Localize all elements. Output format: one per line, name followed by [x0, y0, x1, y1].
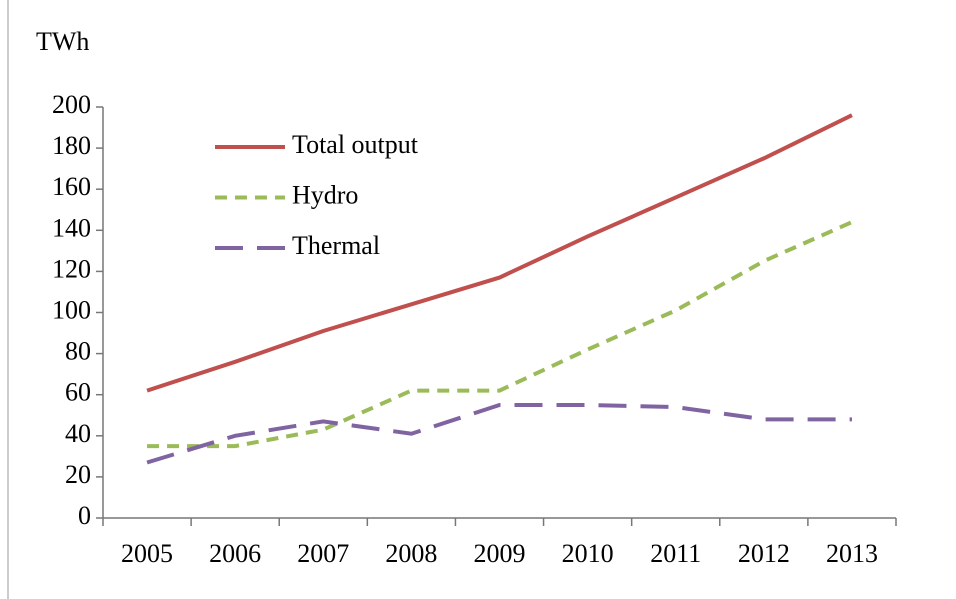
x-tick-label: 2012: [738, 539, 790, 568]
y-tick-label: 40: [65, 419, 91, 448]
y-tick-label: 20: [65, 460, 91, 489]
y-tick-label: 80: [65, 337, 91, 366]
x-tick-label: 2007: [297, 539, 349, 568]
y-axis-label: TWh: [36, 27, 89, 56]
y-tick-label: 100: [52, 295, 91, 324]
y-tick-label: 60: [65, 378, 91, 407]
legend-label: Hydro: [292, 180, 358, 209]
x-tick-label: 2013: [826, 539, 878, 568]
series-line: [146, 113, 853, 393]
x-tick-label: 2005: [121, 539, 173, 568]
x-tick-label: 2008: [385, 539, 437, 568]
series-line: [146, 402, 852, 465]
x-tick-label: 2011: [650, 539, 701, 568]
y-tick-label: 160: [52, 172, 91, 201]
x-tick-label: 2009: [474, 539, 526, 568]
y-tick-label: 0: [78, 501, 91, 530]
x-tick-label: 2010: [562, 539, 614, 568]
x-tick-label: 2006: [209, 539, 261, 568]
y-tick-label: 200: [52, 90, 91, 119]
y-tick-label: 120: [52, 254, 91, 283]
legend-label: Total output: [292, 130, 419, 159]
series-line: [147, 220, 853, 449]
y-tick-label: 140: [52, 213, 91, 242]
y-tick-label: 180: [52, 131, 91, 160]
legend-label: Thermal: [292, 231, 380, 260]
